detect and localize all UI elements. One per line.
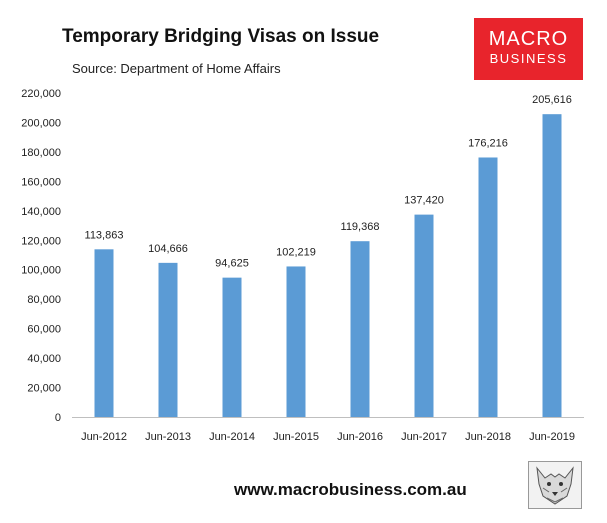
data-label: 102,219	[276, 246, 316, 258]
y-tick-label: 0	[55, 412, 61, 424]
y-tick-label: 140,000	[21, 206, 61, 218]
data-label: 176,216	[468, 137, 508, 149]
chart-source: Source: Department of Home Affairs	[72, 61, 281, 76]
data-label: 119,368	[341, 221, 380, 233]
x-axis: Jun-2012 Jun-2013 Jun-2014 Jun-2015 Jun-2016…	[72, 417, 584, 443]
data-label: 94,625	[215, 258, 249, 270]
y-tick-label: 60,000	[27, 324, 61, 336]
y-tick-label: 180,000	[21, 147, 61, 159]
x-tick-label: Jun-2013	[145, 431, 191, 443]
data-label: 104,666	[148, 243, 188, 255]
y-tick-label: 220,000	[21, 88, 61, 100]
data-label: 113,863	[85, 229, 124, 241]
bar	[286, 266, 306, 417]
chart-title: Temporary Bridging Visas on Issue	[62, 26, 380, 47]
x-tick-label: Jun-2018	[465, 431, 511, 443]
y-tick-label: 160,000	[21, 176, 61, 188]
bar	[94, 249, 114, 417]
data-label: 137,420	[404, 195, 444, 207]
macrobusiness-logo[interactable]: MACRO BUSINESS	[474, 18, 583, 80]
footer-url[interactable]: www.macrobusiness.com.au	[234, 480, 467, 499]
x-tick-label: Jun-2015	[273, 431, 319, 443]
bar-chart: 0 20,000 40,000 60,000 80,000 100,000 120,000 1…	[21, 88, 584, 443]
x-tick-label: Jun-2012	[81, 431, 127, 443]
x-tick-label: Jun-2017	[401, 431, 447, 443]
bar	[350, 241, 370, 417]
bar	[478, 157, 498, 418]
y-tick-label: 80,000	[27, 294, 61, 306]
logo-line-1: MACRO	[488, 28, 569, 50]
y-tick-label: 100,000	[21, 265, 61, 277]
bar	[542, 114, 562, 417]
logo-line-2: BUSINESS	[489, 51, 568, 66]
y-tick-label: 40,000	[27, 353, 61, 365]
bars-group: 113,863 104,666 94,625 102,219 119,368 137,42…	[85, 94, 572, 418]
wolf-logo-icon	[528, 461, 582, 509]
x-tick-label: Jun-2016	[337, 431, 383, 443]
y-tick-label: 120,000	[21, 235, 61, 247]
data-label: 205,616	[532, 94, 572, 106]
x-tick-label: Jun-2014	[209, 431, 255, 443]
y-tick-label: 20,000	[27, 383, 61, 395]
bar	[222, 277, 242, 417]
bar	[158, 262, 178, 417]
y-axis: 0 20,000 40,000 60,000 80,000 100,000 120,000 1…	[21, 88, 61, 424]
y-tick-label: 200,000	[21, 117, 61, 129]
x-tick-label: Jun-2019	[529, 431, 575, 443]
bar	[414, 214, 434, 417]
